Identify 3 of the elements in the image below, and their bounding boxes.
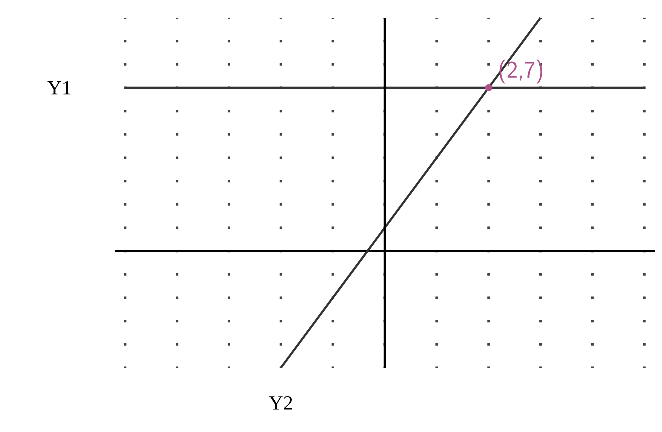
text: Y1: [48, 81, 71, 95]
annotation: (2,7): [500, 60, 542, 84]
series-label: Y2: [269, 396, 292, 410]
